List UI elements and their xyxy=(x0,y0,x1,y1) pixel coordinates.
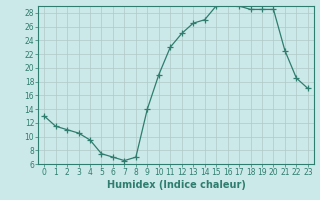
X-axis label: Humidex (Indice chaleur): Humidex (Indice chaleur) xyxy=(107,180,245,190)
